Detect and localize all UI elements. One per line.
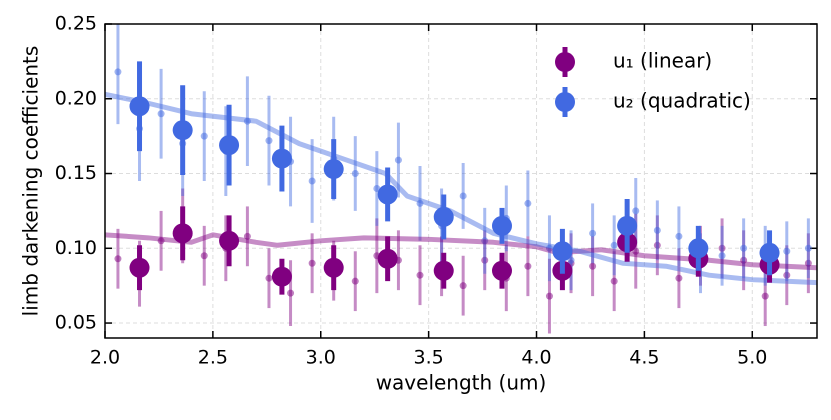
point bbox=[416, 271, 424, 279]
point bbox=[675, 232, 683, 240]
point bbox=[688, 238, 709, 259]
point bbox=[433, 260, 454, 281]
x-tick-label: 5.0 bbox=[737, 347, 767, 369]
point bbox=[219, 230, 240, 251]
point bbox=[491, 215, 512, 236]
point bbox=[759, 242, 780, 263]
point bbox=[653, 241, 661, 249]
point bbox=[287, 289, 295, 297]
point bbox=[589, 262, 597, 270]
point bbox=[589, 229, 597, 237]
point bbox=[524, 199, 532, 207]
point bbox=[243, 117, 251, 125]
point bbox=[632, 207, 640, 215]
point bbox=[740, 256, 748, 264]
model-line bbox=[105, 232, 817, 271]
point bbox=[308, 177, 316, 185]
x-tick-label: 2.0 bbox=[90, 347, 120, 369]
x-tick-label: 4.0 bbox=[521, 347, 551, 369]
point bbox=[157, 237, 165, 245]
point bbox=[545, 292, 553, 300]
point bbox=[377, 184, 398, 205]
point bbox=[172, 223, 193, 244]
point bbox=[610, 241, 618, 249]
point bbox=[271, 266, 292, 287]
model-line bbox=[105, 91, 817, 286]
point bbox=[351, 277, 359, 285]
point bbox=[200, 252, 208, 260]
point bbox=[459, 192, 467, 200]
legend-label: u₂ (quadratic) bbox=[613, 89, 751, 113]
point bbox=[552, 241, 573, 262]
point bbox=[129, 257, 150, 278]
point bbox=[610, 277, 618, 285]
plot-area bbox=[105, 24, 817, 334]
legend-label: u₁ (linear) bbox=[613, 49, 712, 73]
point bbox=[718, 252, 726, 260]
point bbox=[377, 248, 398, 269]
x-tick-label: 3.5 bbox=[414, 347, 444, 369]
legend-marker bbox=[555, 52, 575, 72]
point bbox=[265, 137, 273, 145]
point bbox=[308, 259, 316, 267]
y-tick-label: 0.10 bbox=[55, 237, 97, 259]
point bbox=[416, 199, 424, 207]
point bbox=[114, 68, 122, 76]
point bbox=[718, 244, 726, 252]
y-tick-label: 0.05 bbox=[55, 312, 97, 334]
x-tick-label: 2.5 bbox=[198, 347, 228, 369]
x-tick-label: 4.5 bbox=[629, 347, 659, 369]
point bbox=[433, 206, 454, 227]
point bbox=[653, 226, 661, 234]
point bbox=[459, 282, 467, 290]
x-tick-label: 3.0 bbox=[306, 347, 336, 369]
point bbox=[323, 257, 344, 278]
point bbox=[200, 132, 208, 140]
point bbox=[740, 244, 748, 252]
point bbox=[172, 120, 193, 141]
point bbox=[323, 159, 344, 180]
y-tick-label: 0.20 bbox=[55, 87, 97, 109]
y-tick-label: 0.15 bbox=[55, 162, 97, 184]
point bbox=[524, 262, 532, 270]
y-axis-label: limb darkening coefficients bbox=[19, 46, 43, 317]
legend-marker bbox=[555, 92, 575, 112]
point bbox=[481, 237, 489, 245]
point bbox=[265, 274, 273, 282]
point bbox=[545, 244, 553, 252]
point bbox=[271, 148, 292, 169]
point bbox=[804, 244, 812, 252]
point bbox=[804, 259, 812, 267]
point bbox=[243, 232, 251, 240]
point bbox=[491, 260, 512, 281]
point bbox=[675, 274, 683, 282]
point bbox=[219, 135, 240, 156]
y-tick-label: 0.25 bbox=[55, 13, 97, 35]
point bbox=[129, 96, 150, 117]
point bbox=[783, 271, 791, 279]
point bbox=[394, 156, 402, 164]
point bbox=[481, 256, 489, 264]
point bbox=[761, 292, 769, 300]
x-axis-label: wavelength (um) bbox=[376, 371, 547, 395]
plot-frame bbox=[104, 23, 818, 339]
point bbox=[157, 110, 165, 118]
point bbox=[783, 247, 791, 255]
point bbox=[351, 170, 359, 178]
point bbox=[617, 215, 638, 236]
point bbox=[114, 255, 122, 263]
